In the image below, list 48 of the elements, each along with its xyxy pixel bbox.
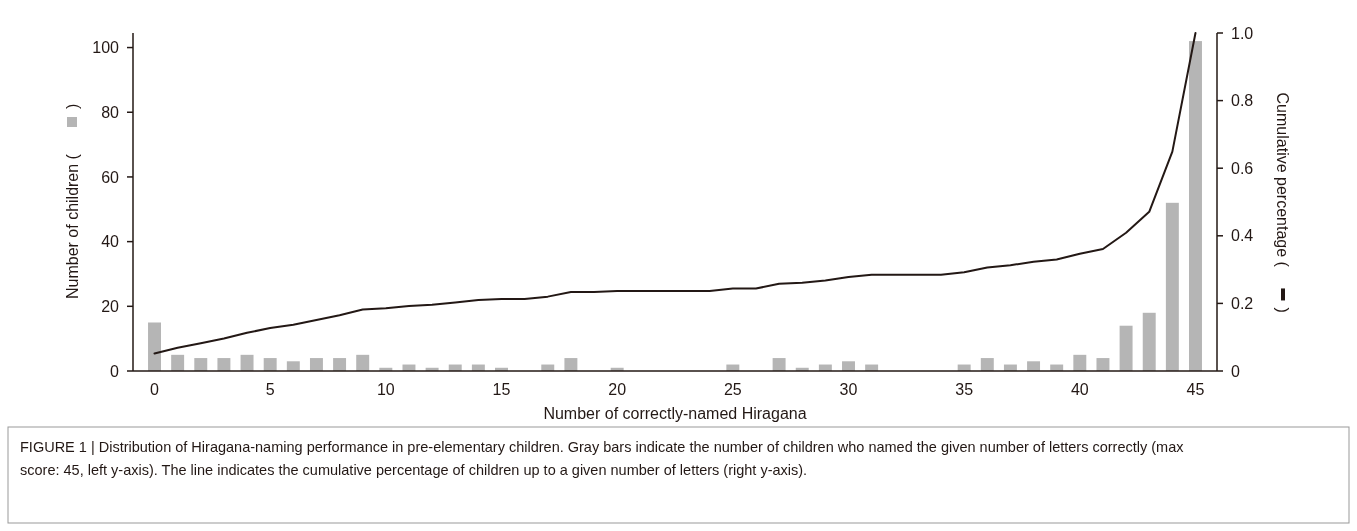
caption: FIGURE 1 | Distribution of Hiragana-naming performance in pre-elementary children. Gray bars indicate the number of children who named the given number of letters correctly (max score: 45, left y-axis). The line indicates the cumulative percentage of children up to a given number of letters (right y-axis). — [20, 439, 1185, 478]
text: Number of children ( ) — [63, 103, 81, 299]
bar — [240, 354, 254, 371]
bar — [980, 358, 994, 371]
bar — [333, 358, 347, 371]
y2-tick-label: 0.6 — [1231, 159, 1254, 177]
line-series — [153, 32, 1197, 355]
x-tick-label: 35 — [955, 381, 974, 398]
bar — [842, 361, 855, 371]
y-tick-label: 20 — [101, 297, 120, 315]
bar — [309, 358, 323, 371]
y2-tick-label: 0.8 — [1231, 92, 1254, 110]
bar — [1189, 41, 1202, 371]
bar — [148, 322, 161, 371]
x-tick-label: 40 — [1070, 381, 1089, 398]
bar — [1119, 325, 1133, 371]
bar — [217, 358, 231, 371]
x-tick-label: 45 — [1186, 381, 1205, 398]
bar — [1027, 361, 1041, 371]
y-tick-label: 40 — [101, 233, 120, 251]
y2-tick-label: 0 — [1231, 362, 1240, 380]
x-tick-label: 5 — [265, 381, 275, 398]
bar — [1142, 312, 1156, 371]
bar — [1073, 354, 1087, 371]
bar — [1165, 202, 1179, 371]
x-tick-label: 25 — [723, 381, 742, 398]
y2-tick-label: 0.2 — [1231, 295, 1254, 312]
x-tick-label: 10 — [376, 381, 395, 398]
bar — [263, 358, 277, 371]
text: Cumulative percentage ( ) — [1274, 92, 1292, 313]
y2-tick-label: 1.0 — [1231, 24, 1254, 42]
x-axis-title: Number of correctly-named Hiragana — [543, 405, 807, 422]
x-tick-label: 30 — [839, 381, 858, 398]
x-tick-label: 0 — [150, 381, 160, 398]
bar — [356, 354, 370, 371]
bar — [1096, 358, 1110, 371]
y-tick-label: 100 — [92, 39, 120, 57]
bar — [171, 354, 185, 371]
bar — [194, 358, 208, 371]
bar — [772, 358, 786, 371]
y-tick-label: 0 — [110, 362, 120, 380]
y-tick-label: 60 — [101, 168, 120, 186]
y-tick-label: 80 — [101, 103, 120, 121]
bar — [564, 358, 578, 371]
x-tick-label: 15 — [492, 381, 511, 398]
y2-tick-label: 0.4 — [1231, 227, 1254, 245]
x-tick-label: 20 — [608, 381, 627, 398]
bar — [286, 361, 300, 371]
